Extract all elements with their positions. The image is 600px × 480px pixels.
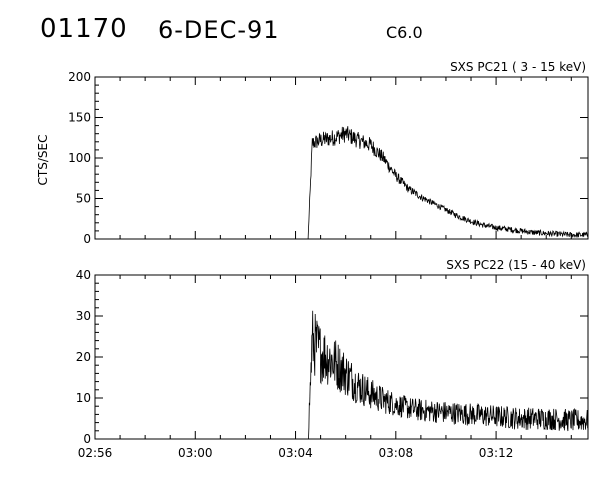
- y-axis-label: CTS/SEC: [36, 135, 50, 186]
- y-tick-label-1: 0: [83, 232, 91, 246]
- y-tick-label-1: 100: [68, 151, 91, 165]
- series-line-1: [307, 126, 589, 240]
- y-tick-label-1: 50: [76, 192, 91, 206]
- x-tick-label-2: 02:56: [78, 446, 113, 460]
- y-tick-label-2: 0: [83, 432, 91, 446]
- y-tick-label-2: 20: [76, 350, 91, 364]
- y-tick-label-2: 40: [76, 268, 91, 282]
- series-line-2: [308, 310, 589, 440]
- event-number: 01170: [40, 14, 128, 44]
- panel-2-title: SXS PC22 (15 - 40 keV): [446, 258, 586, 272]
- x-tick-label-2: 03:08: [379, 446, 414, 460]
- x-tick-label-2: 03:04: [278, 446, 313, 460]
- x-tick-label-2: 03:12: [479, 446, 514, 460]
- panel-1-frame: [94, 76, 589, 240]
- event-date: 6-DEC-91: [158, 16, 280, 44]
- panel-1-title: SXS PC21 ( 3 - 15 keV): [450, 60, 586, 74]
- y-tick-label-2: 10: [76, 391, 91, 405]
- y-tick-label-1: 150: [68, 111, 91, 125]
- y-tick-label-2: 30: [76, 309, 91, 323]
- goes-class: C6.0: [386, 23, 423, 42]
- x-tick-label-2: 03:00: [178, 446, 213, 460]
- y-tick-label-1: 200: [68, 70, 91, 84]
